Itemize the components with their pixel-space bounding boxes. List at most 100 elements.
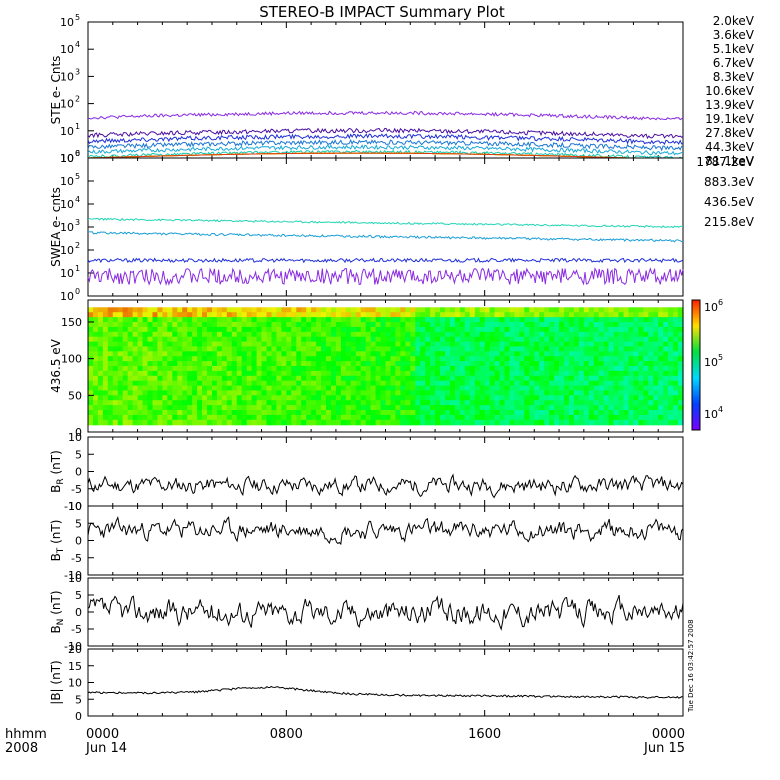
heatmap-cell: [380, 361, 387, 367]
heatmap-cell: [464, 410, 471, 416]
heatmap-cell: [678, 312, 684, 318]
heatmap-cell: [216, 370, 223, 377]
heatmap-cell: [375, 366, 382, 372]
heatmap-cell: [301, 390, 307, 396]
heatmap-cell: [464, 419, 471, 426]
heatmap-cell: [425, 366, 431, 372]
heatmap-cell: [440, 385, 446, 392]
heatmap-cell: [489, 336, 496, 343]
ylabel-sub-br: R: [56, 478, 66, 484]
heatmap-cell: [410, 336, 416, 343]
heatmap-cell: [281, 380, 287, 387]
heatmap-cell: [157, 312, 163, 318]
heatmap-cell: [167, 346, 173, 352]
heatmap-cell: [454, 361, 461, 367]
heatmap-cell: [370, 331, 377, 338]
ytick-exp-ste: 2: [75, 95, 80, 104]
heatmap-cell: [142, 395, 149, 401]
heatmap-cell: [628, 419, 635, 426]
heatmap-cell: [420, 385, 426, 392]
heatmap-cell: [583, 366, 590, 372]
heatmap-cell: [291, 395, 297, 401]
heatmap-cell: [350, 414, 357, 421]
heatmap-cell: [623, 380, 630, 387]
heatmap-cell: [331, 336, 337, 343]
heatmap-cell: [564, 331, 570, 338]
heatmap-cell: [316, 341, 322, 348]
heatmap-cell: [286, 419, 292, 426]
heatmap-cell: [350, 307, 357, 313]
heatmap-cell: [137, 336, 144, 343]
heatmap-cell: [375, 307, 382, 313]
heatmap-cell: [459, 405, 466, 411]
heatmap-cell: [554, 390, 560, 396]
heatmap-cell: [648, 361, 654, 367]
heatmap-cell: [445, 307, 451, 313]
heatmap-cell: [350, 361, 357, 367]
heatmap-cell: [177, 317, 183, 323]
heatmap-cell: [440, 331, 446, 338]
heatmap-cell: [276, 336, 282, 343]
heatmap-cell: [107, 370, 114, 377]
heatmap-cell: [117, 361, 124, 367]
heatmap-cell: [464, 346, 471, 352]
heatmap-cell: [122, 395, 129, 401]
heatmap-cell: [613, 385, 620, 392]
heatmap-cell: [529, 351, 535, 357]
heatmap-cell: [241, 370, 248, 377]
heatmap-cell: [415, 312, 421, 318]
heatmap-cell: [216, 307, 223, 313]
heatmap-cell: [256, 380, 263, 387]
heatmap-cell: [440, 312, 446, 318]
heatmap-cell: [212, 375, 218, 382]
heatmap-cell: [668, 419, 674, 426]
heatmap-cell: [107, 375, 114, 382]
heatmap-cell: [296, 312, 302, 318]
heatmap-cell: [88, 331, 94, 338]
heatmap-cell: [519, 380, 525, 387]
heatmap-cell: [261, 375, 268, 382]
heatmap-cell: [112, 375, 119, 382]
ytick-label-swea: 10: [60, 290, 74, 303]
heatmap-cell: [221, 370, 228, 377]
heatmap-cell: [658, 375, 664, 382]
heatmap-cell: [430, 351, 436, 357]
heatmap-cell: [152, 410, 159, 416]
heatmap-cell: [331, 346, 337, 352]
heatmap-cell: [440, 405, 446, 411]
heatmap-cell: [668, 346, 674, 352]
heatmap-cell: [435, 405, 441, 411]
generated-timestamp: Tue Dec 16 03:42:57 2008: [687, 619, 695, 713]
heatmap-cell: [266, 312, 273, 318]
heatmap-cell: [93, 390, 99, 396]
heatmap-cell: [583, 385, 590, 392]
heatmap-cell: [578, 346, 585, 352]
heatmap-cell: [167, 317, 173, 323]
series-line-bn: [87, 594, 684, 631]
heatmap-cell: [484, 322, 491, 328]
heatmap-cell: [331, 385, 337, 392]
heatmap-cell: [445, 419, 451, 426]
heatmap-cell: [335, 356, 342, 362]
heatmap-cell: [504, 366, 511, 372]
heatmap-cell: [142, 410, 149, 416]
heatmap-cell: [430, 361, 436, 367]
heatmap-cell: [509, 351, 516, 357]
heatmap-cell: [266, 366, 273, 372]
heatmap-cell: [608, 419, 615, 426]
heatmap-cell: [207, 366, 213, 372]
heatmap-cell: [638, 390, 644, 396]
heatmap-cell: [573, 370, 580, 377]
heatmap-cell: [137, 395, 144, 401]
heatmap-cell: [395, 346, 401, 352]
heatmap-cell: [648, 419, 654, 426]
heatmap-cell: [88, 361, 94, 367]
heatmap-cell: [509, 356, 516, 362]
heatmap-cell: [405, 390, 411, 396]
heatmap-cell: [197, 405, 203, 411]
heatmap-cell: [326, 405, 332, 411]
heatmap-cell: [405, 326, 411, 333]
heatmap-cell: [678, 346, 684, 352]
heatmap-cell: [474, 400, 481, 406]
heatmap-cell: [142, 317, 149, 323]
